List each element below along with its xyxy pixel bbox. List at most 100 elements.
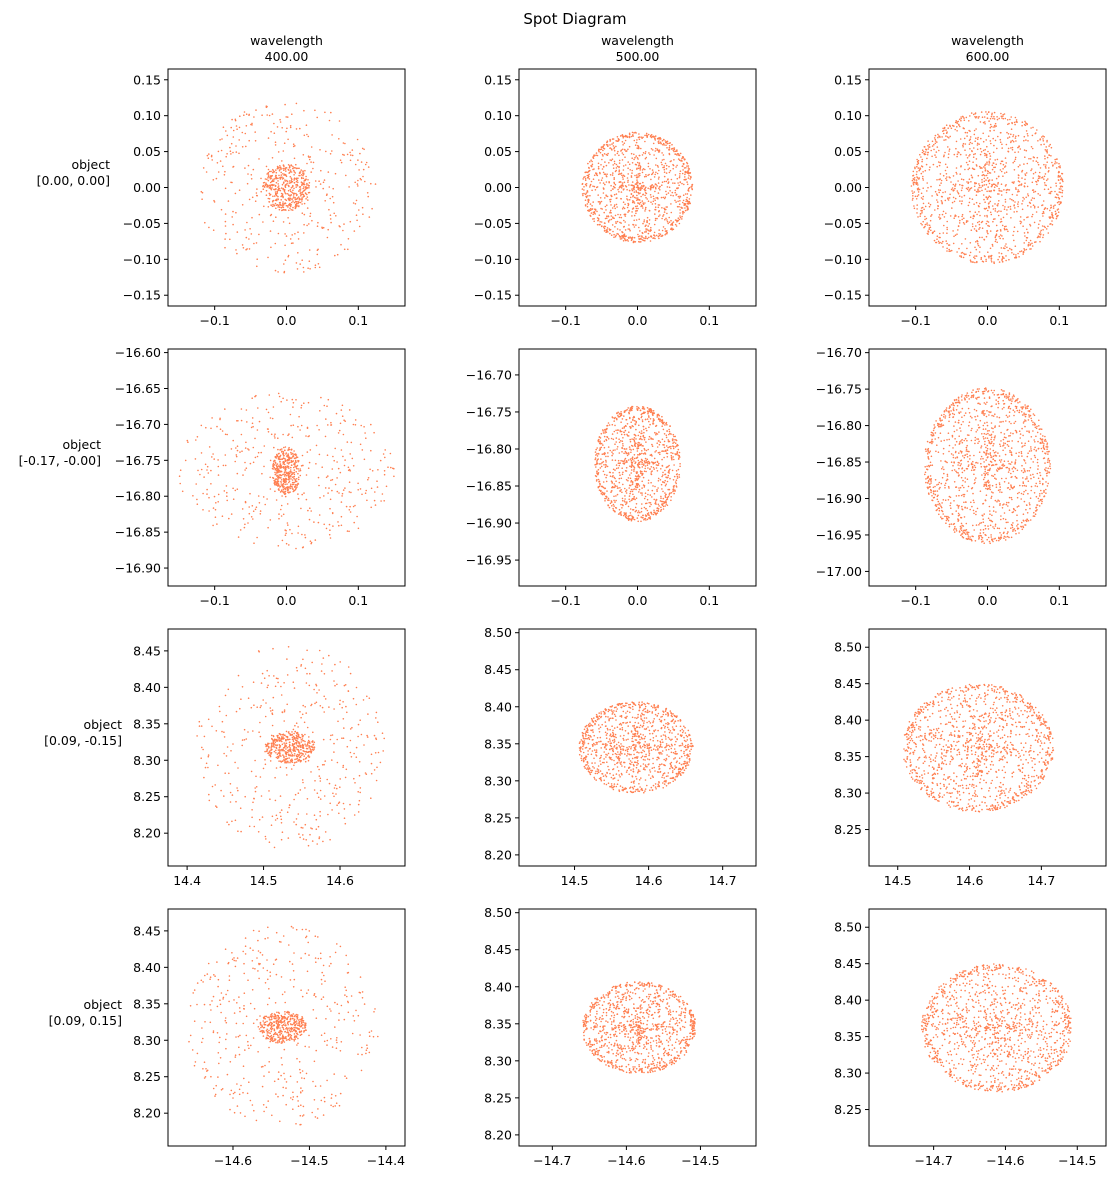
spot-point [689, 202, 691, 205]
spot-point [633, 186, 636, 188]
spot-point [605, 164, 608, 167]
spot-point [666, 186, 669, 188]
spot-point [264, 503, 267, 506]
spot-point [629, 425, 631, 428]
spot-point [624, 487, 626, 490]
spot-point [936, 146, 939, 148]
spot-point [983, 180, 986, 183]
spot-point [986, 229, 988, 232]
spot-point [294, 460, 297, 463]
spot-point [285, 529, 287, 532]
spot-point [635, 488, 637, 491]
spot-point [302, 183, 305, 185]
spot-point [337, 432, 340, 434]
spot-point [1017, 174, 1020, 176]
spot-point [274, 269, 277, 272]
spot-point [996, 147, 998, 150]
spot-point [272, 171, 274, 174]
spot-point [621, 235, 624, 238]
spot-point [1049, 223, 1051, 225]
spot-point [981, 220, 984, 223]
spot-point [686, 183, 689, 186]
spot-point [958, 124, 960, 126]
spot-point [983, 255, 986, 257]
spot-point [919, 215, 921, 217]
spot-point [629, 492, 631, 495]
spot-point [1018, 146, 1020, 148]
spot-point [605, 175, 608, 177]
spot-point [977, 244, 980, 247]
spot-point [938, 214, 941, 216]
spot-point [1001, 143, 1003, 146]
spot-point [937, 133, 939, 136]
spot-point [646, 509, 649, 512]
spot-point [643, 486, 646, 488]
spot-point [956, 190, 959, 192]
spot-point [670, 499, 672, 502]
spot-point [687, 169, 690, 171]
spot-point [293, 192, 296, 195]
spot-point [374, 183, 377, 185]
spot-point [998, 252, 1000, 254]
spot-point [657, 198, 659, 200]
spot-point [603, 435, 606, 438]
spot-point [294, 207, 297, 210]
spot-point [644, 189, 647, 191]
spot-point [284, 449, 286, 452]
spot-point [603, 230, 606, 232]
spot-point [589, 184, 592, 187]
spot-point [642, 425, 645, 428]
spot-point [243, 111, 246, 113]
spot-point [279, 189, 282, 192]
spot-point [646, 407, 649, 409]
spot-point [917, 184, 919, 186]
spot-point [290, 181, 292, 184]
spot-point [265, 165, 268, 168]
spot-point [1059, 175, 1061, 178]
spot-point [954, 187, 956, 190]
spot-point [308, 461, 311, 464]
spot-point [1033, 205, 1036, 208]
spot-point [921, 206, 924, 209]
spot-point [644, 157, 647, 160]
spot-point [289, 175, 292, 178]
spot-point [990, 261, 993, 263]
spot-point [666, 504, 669, 507]
spot-point [272, 476, 274, 479]
spot-point [643, 175, 646, 178]
spot-point [617, 188, 619, 191]
spot-point [611, 158, 614, 160]
spot-point [202, 509, 204, 511]
spot-point [921, 160, 923, 163]
spot-point [634, 144, 637, 146]
spot-point [988, 160, 990, 163]
spot-point [282, 463, 284, 465]
spot-point [366, 192, 369, 194]
spot-point [682, 163, 685, 165]
spot-point [982, 261, 985, 263]
spot-point [985, 111, 987, 113]
spot-point [310, 510, 313, 512]
spot-point [975, 255, 978, 257]
spot-point [648, 420, 650, 423]
spot-point [269, 193, 272, 196]
spot-point [354, 424, 357, 426]
spot-point [649, 494, 652, 496]
spot-point [585, 192, 588, 194]
spot-point [339, 422, 342, 425]
spot-point [598, 179, 600, 181]
spot-point [999, 141, 1002, 143]
spot-point [332, 525, 334, 527]
spot-point [973, 129, 976, 132]
spot-point [1015, 254, 1017, 256]
spot-point [621, 159, 624, 161]
spot-point [990, 115, 993, 118]
spot-point [937, 161, 940, 163]
spot-point [1000, 218, 1002, 220]
spot-point [285, 167, 288, 169]
spot-point [647, 493, 649, 496]
spot-point [977, 188, 979, 191]
spot-point [683, 158, 686, 160]
spot-point [659, 233, 662, 235]
spot-point [326, 454, 329, 457]
